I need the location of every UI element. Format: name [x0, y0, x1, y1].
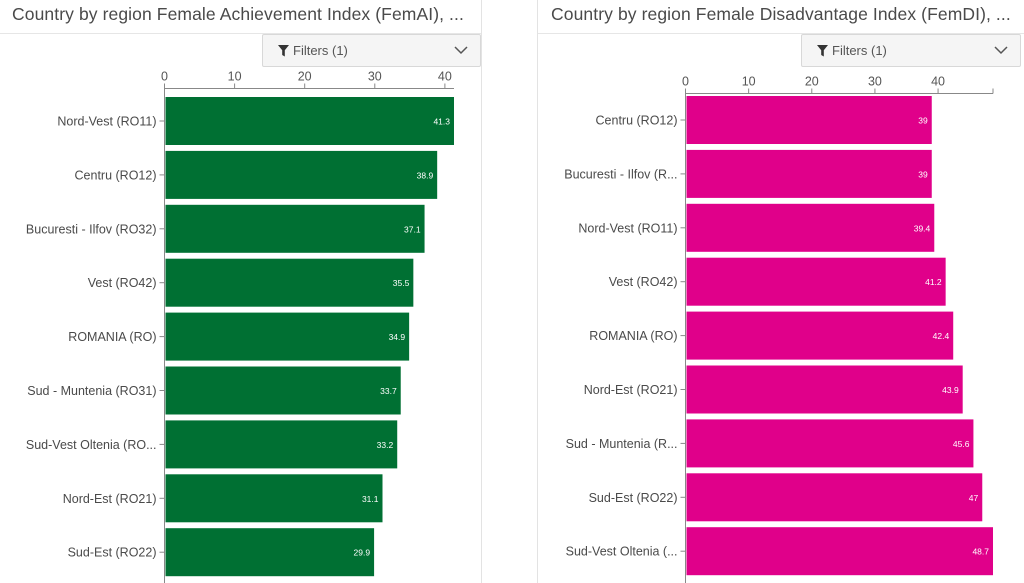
bar: [686, 419, 974, 468]
bar: [686, 473, 983, 522]
bar: [165, 150, 438, 199]
bar: [165, 420, 398, 469]
title-divider: [538, 33, 1024, 34]
category-label: Nord-Est (RO21): [584, 383, 678, 397]
bar: [686, 311, 954, 360]
bar: [686, 149, 932, 198]
bar: [686, 257, 946, 306]
category-label: Bucuresti - Ilfov (R...: [564, 167, 677, 181]
category-label: Vest (RO42): [609, 275, 678, 289]
data-label: 39: [918, 116, 928, 126]
data-label: 33.7: [380, 386, 397, 396]
bar: [165, 312, 410, 361]
bar: [165, 258, 414, 307]
category-label: Sud-Vest Oltenia (...: [566, 545, 678, 559]
bar: [686, 527, 993, 576]
filters-label: Filters (1): [293, 43, 348, 58]
data-label: 37.1: [404, 224, 421, 234]
data-label: 47: [969, 493, 979, 503]
data-label: 29.9: [354, 548, 371, 558]
category-label: ROMANIA (RO): [589, 329, 677, 343]
category-label: Sud-Est (RO22): [68, 546, 157, 560]
x-tick-label: 30: [368, 70, 382, 84]
chart-title: Country by region Female Disadvantage In…: [551, 4, 1011, 24]
category-label: Nord-Vest (RO11): [578, 221, 677, 235]
data-label: 33.2: [377, 440, 394, 450]
bar: [686, 96, 932, 144]
category-label: Sud-Est (RO22): [589, 491, 678, 505]
title-divider: [0, 33, 481, 34]
bar-chart-femdi: 0 10 20 30 40 Centru (RO12) 39 Bucuresti - Ilfo…: [564, 75, 994, 583]
category-label: Centru (RO12): [596, 114, 678, 128]
category-label: Vest (RO42): [88, 276, 157, 290]
x-tick-label: 0: [161, 70, 168, 84]
data-label: 41.3: [433, 117, 450, 127]
category-label: Sud - Muntenia (RO31): [27, 384, 156, 398]
x-tick-label: 40: [438, 70, 452, 84]
bar: [686, 203, 935, 252]
filters-label: Filters (1): [832, 43, 887, 58]
x-tick-label: 0: [682, 75, 689, 89]
category-label: ROMANIA (RO): [68, 330, 156, 344]
data-label: 42.4: [933, 331, 950, 341]
bar: [165, 528, 375, 577]
filters-button[interactable]: Filters (1): [262, 34, 481, 67]
chart-panel-femdi: Country by region Female Disadvantage In…: [537, 0, 1024, 583]
data-label: 31.1: [362, 494, 379, 504]
data-label: 43.9: [942, 385, 959, 395]
filter-icon: [278, 45, 289, 57]
bar: [165, 474, 383, 523]
x-tick-label: 10: [228, 70, 242, 84]
data-label: 48.7: [972, 547, 989, 557]
bar: [686, 365, 963, 414]
data-label: 45.6: [953, 439, 970, 449]
x-tick-label: 40: [931, 75, 945, 89]
x-tick-label: 20: [298, 70, 312, 84]
chart-title: Country by region Female Achievement Ind…: [12, 4, 464, 24]
x-tick-label: 10: [742, 75, 756, 89]
category-label: Sud-Vest Oltenia (RO...: [26, 438, 157, 452]
filter-icon: [817, 45, 828, 57]
data-label: 39: [918, 169, 928, 179]
category-label: Centru (RO12): [75, 168, 157, 182]
category-label: Sud - Muntenia (R...: [566, 437, 678, 451]
bar: [165, 366, 401, 415]
chevron-down-icon: [994, 46, 1008, 55]
category-label: Nord-Est (RO21): [63, 492, 157, 506]
bar: [165, 204, 425, 253]
bar-chart-femai: 0 10 20 30 40 Nord-Vest (RO11) 41.3 Centru (RO1…: [26, 70, 454, 583]
x-tick-label: 20: [805, 75, 819, 89]
x-tick-label: 30: [868, 75, 882, 89]
category-label: Bucuresti - Ilfov (RO32): [26, 222, 157, 236]
data-label: 39.4: [914, 223, 931, 233]
chart-panel-femai: Country by region Female Achievement Ind…: [0, 0, 482, 583]
category-label: Nord-Vest (RO11): [57, 115, 156, 129]
data-label: 38.9: [417, 170, 434, 180]
filters-button[interactable]: Filters (1): [801, 34, 1021, 67]
bar: [165, 97, 454, 145]
data-label: 35.5: [393, 278, 410, 288]
data-label: 41.2: [925, 277, 942, 287]
data-label: 34.9: [389, 332, 406, 342]
chevron-down-icon: [454, 46, 468, 55]
